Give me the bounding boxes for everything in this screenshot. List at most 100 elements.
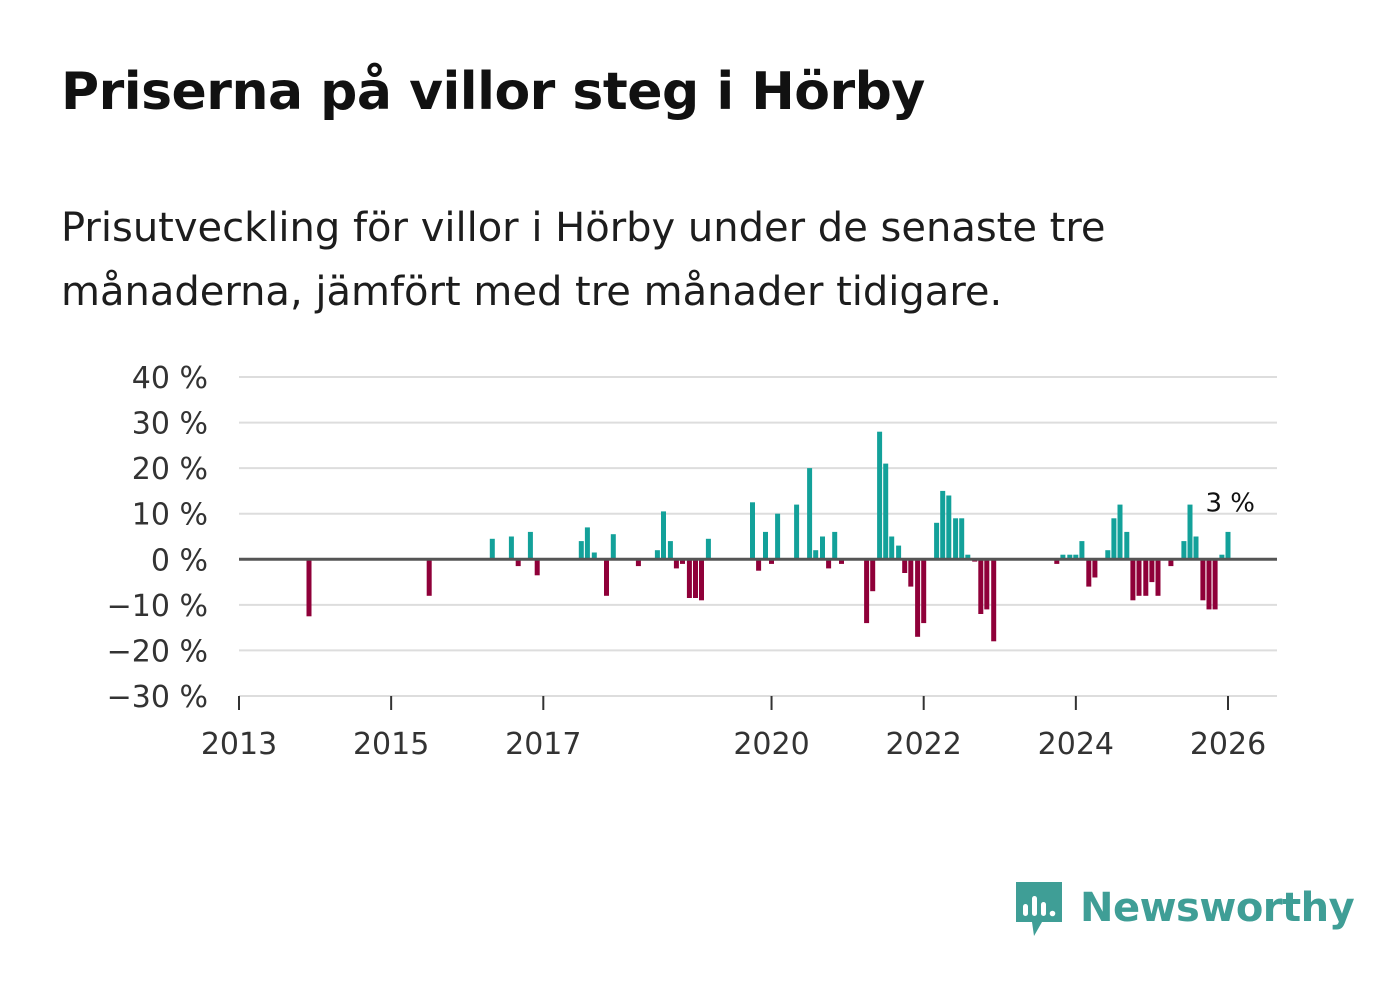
x-axis: 2013 2015 2017 2020 2022 2024 2026: [201, 695, 1277, 762]
bar: [832, 531, 838, 560]
bar: [508, 536, 514, 560]
bar: [705, 538, 711, 560]
newsworthy-logo-icon: [1016, 882, 1062, 936]
bar: [826, 559, 832, 569]
bar: [610, 534, 616, 560]
bar: [515, 559, 521, 567]
bar: [1067, 554, 1073, 560]
bar: [877, 431, 883, 560]
bar: [527, 531, 533, 560]
bar: [915, 559, 921, 637]
bar: [1111, 518, 1117, 560]
bar: [934, 522, 940, 560]
bar: [902, 559, 908, 573]
bar: [1225, 531, 1231, 560]
bar: [978, 559, 984, 614]
bar: [940, 490, 946, 560]
bar: [1136, 559, 1142, 596]
bar: [306, 559, 312, 617]
x-tick-label: 2015: [353, 727, 429, 762]
x-tick-label: 2020: [733, 727, 809, 762]
x-tick-label: 2024: [1038, 727, 1114, 762]
y-axis: 40 % 30 % 20 % 10 % 0 % −10 % −20 % −30 %: [107, 361, 208, 715]
y-tick-label: 40 %: [132, 361, 208, 396]
grid-lines: [239, 376, 1277, 697]
bar: [1181, 541, 1187, 560]
y-tick-label: −20 %: [107, 634, 208, 669]
bar: [1200, 559, 1206, 601]
bar: [756, 559, 762, 571]
bar: [489, 538, 495, 560]
bar: [584, 527, 590, 560]
bar: [604, 559, 609, 596]
bar: [1149, 559, 1155, 583]
y-tick-label: 30 %: [132, 407, 208, 442]
x-tick-label: 2026: [1190, 727, 1266, 762]
x-tick-label: 2013: [201, 727, 277, 762]
bar: [1105, 550, 1111, 560]
bar: [1073, 554, 1079, 560]
bar: [889, 536, 895, 560]
bar: [699, 559, 704, 601]
bar: [1168, 559, 1174, 567]
bar: [1187, 504, 1193, 560]
bar: [953, 518, 959, 560]
bar: [1130, 559, 1136, 601]
bar: [1124, 531, 1130, 560]
y-tick-label: 10 %: [132, 498, 208, 533]
bar: [1060, 554, 1066, 560]
bar: [686, 559, 692, 598]
bar: [896, 545, 902, 560]
bar: [661, 511, 666, 560]
brand-name: Newsworthy: [1080, 885, 1355, 931]
bar: [1206, 559, 1212, 610]
bar: [426, 559, 432, 596]
bar: [870, 559, 876, 592]
chart-subtitle: Prisutveckling för villor i Hörby under …: [61, 205, 1106, 315]
bar: [1054, 559, 1060, 564]
y-tick-label: −30 %: [107, 680, 208, 715]
bar: [1086, 559, 1092, 587]
bars: [306, 431, 1231, 642]
bar: [693, 559, 698, 598]
bar: [1155, 559, 1161, 596]
bar: [813, 550, 819, 560]
x-tick-label: 2017: [505, 727, 581, 762]
bar: [908, 559, 914, 587]
bar: [578, 541, 584, 560]
bar: [673, 559, 679, 569]
bar: [959, 518, 965, 560]
bar: [775, 513, 781, 560]
bar: [763, 531, 768, 560]
last-value-label: 3 %: [1205, 489, 1255, 519]
bar: [820, 536, 825, 560]
bar: [635, 559, 641, 567]
bar: [921, 559, 927, 624]
bar: [839, 559, 844, 564]
bar: [750, 502, 755, 560]
bar: [946, 495, 952, 560]
bar: [1219, 554, 1225, 560]
chart-title: Priserna på villor steg i Hörby: [61, 62, 925, 122]
bar: [1193, 536, 1199, 560]
bar-chart: 2013 2015 2017 2020 2022 2024 2026 40 % 30 % 20 …: [107, 361, 1277, 762]
y-tick-label: 0 %: [151, 543, 208, 578]
bar: [807, 468, 813, 560]
bar: [534, 559, 540, 576]
bar: [794, 504, 800, 560]
bar: [1079, 541, 1085, 560]
y-tick-label: −10 %: [107, 589, 208, 624]
bar: [984, 559, 990, 610]
bar: [864, 559, 870, 624]
bar: [1117, 504, 1123, 560]
bar: [680, 559, 685, 564]
bar: [965, 554, 971, 560]
bar: [1212, 559, 1218, 610]
bar: [769, 559, 774, 564]
bar: [1143, 559, 1149, 596]
bar: [654, 550, 660, 560]
bar: [591, 552, 597, 560]
y-tick-label: 20 %: [132, 452, 208, 487]
bar: [1092, 559, 1098, 578]
x-tick-label: 2022: [886, 727, 962, 762]
